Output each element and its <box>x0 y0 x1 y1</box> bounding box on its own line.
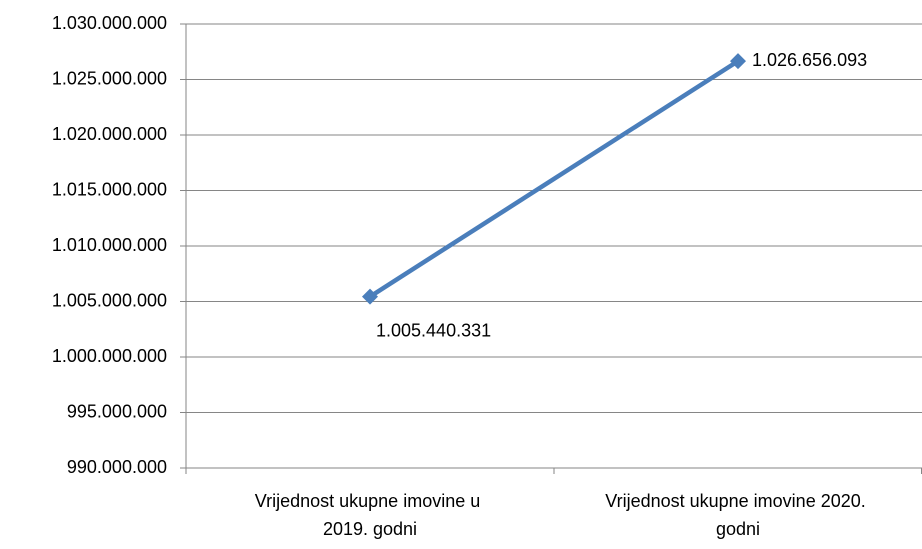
y-tick-label: 1.030.000.000 <box>52 13 167 33</box>
line <box>368 59 740 299</box>
y-tick-label: 1.010.000.000 <box>52 235 167 255</box>
x-tick-label: Vrijednost ukupne imovine 2020. godni <box>605 491 871 539</box>
marker <box>730 53 746 70</box>
y-tick-label: 1.005.000.000 <box>52 290 167 310</box>
y-tick-label: 1.020.000.000 <box>52 124 167 144</box>
marker <box>362 288 378 305</box>
data-label: 1.026.656.093 <box>752 50 867 70</box>
y-tick-label: 1.015.000.000 <box>52 179 167 199</box>
x-tick-label: Vrijednost ukupne imovine u 2019. godni <box>255 491 485 539</box>
data-label: 1.005.440.331 <box>376 320 491 340</box>
y-tick-label: 1.000.000.000 <box>52 346 167 366</box>
y-tick-label: 990.000.000 <box>67 457 167 477</box>
y-tick-label: 995.000.000 <box>67 401 167 421</box>
y-tick-label: 1.025.000.000 <box>52 68 167 88</box>
